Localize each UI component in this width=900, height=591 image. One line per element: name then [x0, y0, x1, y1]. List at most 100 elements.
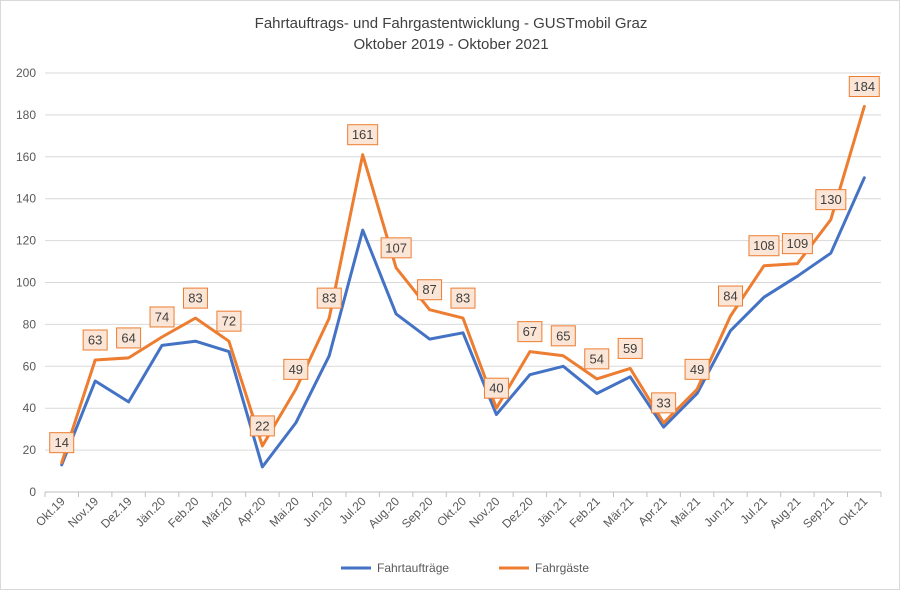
data-label-box [82, 329, 108, 351]
data-label-value: 83 [456, 291, 470, 306]
data-label-value: 107 [385, 240, 407, 255]
x-tick-label: Nov.20 [466, 494, 502, 530]
data-label-box [748, 235, 780, 257]
y-tick-label: 20 [23, 443, 37, 457]
data-label: 83 [316, 287, 342, 309]
x-tick-label: Mai.20 [267, 494, 303, 530]
y-tick-label: 180 [16, 108, 36, 122]
x-tick-label: Feb.20 [165, 494, 202, 531]
data-label-value: 54 [590, 351, 604, 366]
legend-label: Fahrgäste [535, 561, 589, 575]
data-label-value: 130 [820, 192, 842, 207]
x-tick-label: Apr.20 [234, 494, 269, 529]
data-label-box [584, 348, 610, 370]
data-label: 49 [684, 358, 710, 380]
data-label-value: 72 [222, 314, 236, 329]
data-label-value: 108 [753, 238, 775, 253]
data-label: 33 [651, 392, 677, 414]
data-label-box [116, 327, 142, 349]
data-label-box [517, 321, 543, 343]
y-tick-label: 100 [16, 276, 36, 290]
x-tick-label: Jun.21 [701, 494, 737, 530]
series-line-1 [60, 176, 866, 469]
series-lines [60, 105, 866, 469]
data-label-box [550, 325, 576, 347]
data-label-value: 59 [623, 341, 637, 356]
data-label: 108 [748, 235, 780, 257]
data-label-box [347, 124, 379, 146]
data-label: 40 [483, 377, 509, 399]
data-label: 83 [450, 287, 476, 309]
data-label-value: 64 [121, 330, 135, 345]
x-tick-label: Okt.19 [33, 494, 68, 529]
x-tick-label: Nov.19 [65, 494, 101, 530]
x-tick-label: Mai.21 [668, 494, 704, 530]
data-label: 72 [216, 310, 242, 332]
data-label-box [617, 337, 643, 359]
y-tick-label: 120 [16, 234, 36, 248]
data-label-box [417, 279, 443, 301]
data-label: 109 [781, 233, 813, 255]
x-tick-label: Jän.20 [133, 494, 169, 530]
data-label-value: 87 [422, 282, 436, 297]
data-label: 65 [550, 325, 576, 347]
legend-label: Fahrtaufträge [377, 561, 449, 575]
data-label-box [781, 233, 813, 255]
gridlines [45, 72, 881, 493]
x-tick-label: Jul.21 [738, 494, 771, 527]
chart-subtitle: Oktober 2019 - Oktober 2021 [353, 36, 548, 53]
x-tick-label: Mär.20 [199, 494, 235, 530]
y-tick-label: 0 [29, 485, 36, 499]
data-label-value: 14 [54, 435, 68, 450]
data-label-value: 83 [188, 291, 202, 306]
x-tick-label: Feb.21 [567, 494, 604, 531]
data-label-box [450, 287, 476, 309]
data-label: 49 [283, 358, 309, 380]
data-label-box [49, 432, 75, 454]
data-label-value: 184 [853, 79, 875, 94]
data-label-value: 63 [88, 333, 102, 348]
data-label-box [216, 310, 242, 332]
x-tick-label: Okt.21 [835, 494, 870, 529]
y-tick-label: 40 [23, 401, 37, 415]
data-label-box [684, 358, 710, 380]
data-label: 161 [347, 124, 379, 146]
chart-title: Fahrtauftrags- und Fahrgastentwicklung -… [255, 15, 648, 32]
data-label-box [283, 358, 309, 380]
data-label-value: 67 [523, 324, 537, 339]
data-label-value: 109 [787, 236, 809, 251]
data-label: 54 [584, 348, 610, 370]
data-label-value: 83 [322, 291, 336, 306]
data-label-value: 49 [690, 362, 704, 377]
data-label-value: 74 [155, 309, 169, 324]
x-tick-label: Aug.21 [767, 494, 804, 531]
data-label-box [182, 287, 208, 309]
y-tick-label: 140 [16, 192, 36, 206]
data-label-value: 161 [352, 127, 374, 142]
data-label: 130 [815, 189, 847, 211]
data-label-box [249, 415, 275, 437]
y-tick-label: 160 [16, 150, 36, 164]
data-label: 64 [116, 327, 142, 349]
x-tick-label: Sep.21 [800, 494, 837, 531]
data-label-box [483, 377, 509, 399]
legend: Fahrtaufträge Fahrgäste [341, 561, 589, 575]
y-tick-label: 200 [16, 66, 36, 80]
data-label: 83 [182, 287, 208, 309]
x-tick-label: Jän.21 [534, 494, 570, 530]
data-label: 63 [82, 329, 108, 351]
data-label: 59 [617, 337, 643, 359]
data-label: 107 [380, 237, 412, 259]
x-tick-label: Mär.21 [600, 494, 636, 530]
data-label: 87 [417, 279, 443, 301]
data-label: 184 [848, 76, 880, 98]
data-label-value: 22 [255, 418, 269, 433]
x-tick-label: Dez.20 [499, 494, 536, 531]
x-tick-label: Sep.20 [399, 494, 436, 531]
data-label: 14 [49, 432, 75, 454]
data-label-value: 65 [556, 328, 570, 343]
data-labels: 14 63 64 74 83 72 22 49 83 161 107 87 83 40 67 65 54 59 33… [49, 76, 880, 454]
data-label-box [815, 189, 847, 211]
